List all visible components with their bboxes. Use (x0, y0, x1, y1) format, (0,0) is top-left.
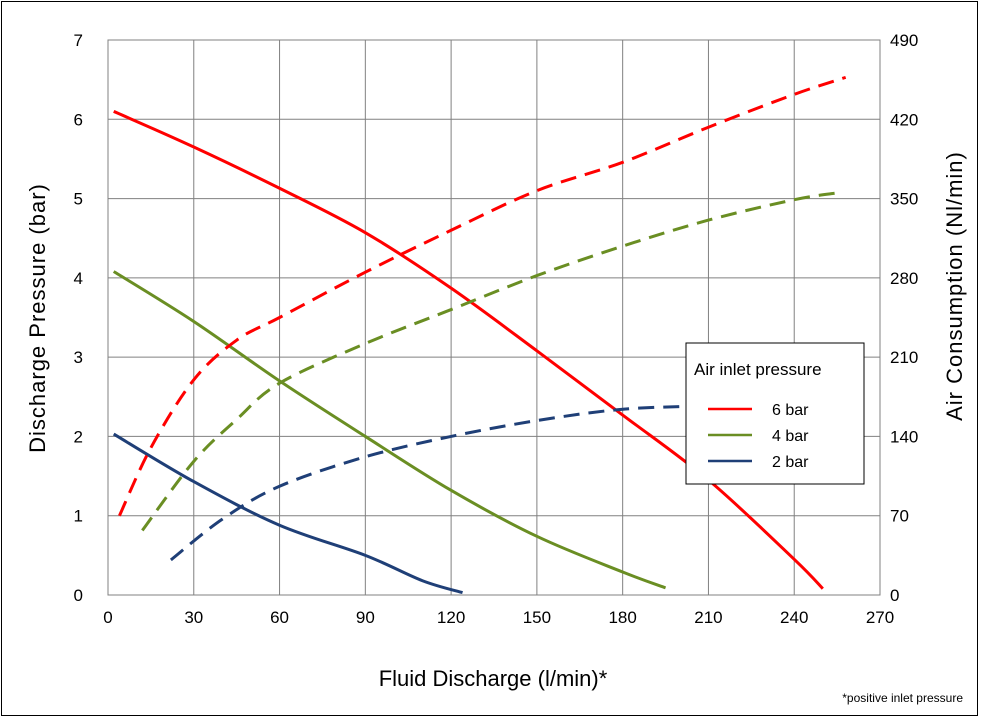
y-right-tick-label: 70 (890, 507, 909, 526)
y-right-tick-label: 490 (890, 31, 918, 50)
y-left-tick-label: 6 (74, 110, 83, 129)
y-left-tick-label: 0 (74, 586, 83, 605)
y-left-tick-label: 2 (74, 427, 83, 446)
plot-area (107, 39, 881, 596)
y-right-tick-label: 420 (890, 110, 918, 129)
y-right-tick-label: 280 (890, 269, 918, 288)
y-left-axis-label: Discharge Pressure (bar) (25, 183, 50, 453)
legend-title: Air inlet pressure (694, 360, 822, 379)
series-line-2-bar-solid (112, 432, 463, 595)
y-left-tick-labels: 0 1 2 3 4 5 6 7 (74, 31, 83, 605)
series-lines (112, 75, 847, 595)
y-right-tick-label: 350 (890, 190, 918, 209)
series-line-4-bar-solid (112, 270, 667, 590)
y-right-tick-label: 210 (890, 348, 918, 367)
y-right-tick-label: 140 (890, 427, 918, 446)
x-tick-label: 120 (437, 608, 465, 627)
x-tick-label: 240 (780, 608, 808, 627)
y-left-tick-label: 5 (74, 190, 83, 209)
y-right-tick-label: 0 (890, 586, 899, 605)
y-left-tick-label: 7 (74, 31, 83, 50)
x-tick-label: 210 (694, 608, 722, 627)
y-right-axis-label: Air Consumption (Nl/min) (942, 151, 967, 421)
y-left-tick-label: 4 (74, 269, 83, 288)
x-tick-label: 30 (184, 608, 203, 627)
series-line-6-bar-dashed (118, 75, 847, 517)
x-tick-label: 270 (866, 608, 894, 627)
legend: Air inlet pressure 6 bar 4 bar 2 bar (685, 342, 865, 485)
footnote: *positive inlet pressure (842, 691, 963, 705)
x-tick-label: 0 (103, 608, 112, 627)
x-tick-labels: 0 30 60 90 120 150 180 210 240 270 (103, 608, 894, 627)
series-line-6-bar-solid (113, 109, 824, 590)
x-tick-label: 90 (356, 608, 375, 627)
legend-label: 2 bar (772, 454, 809, 471)
series-line-4-bar-dashed (141, 191, 838, 532)
x-tick-label: 150 (523, 608, 551, 627)
y-left-tick-label: 1 (74, 507, 83, 526)
x-tick-label: 180 (608, 608, 636, 627)
x-tick-label: 60 (270, 608, 289, 627)
y-right-tick-labels: 0 70 140 210 280 350 420 490 (890, 31, 918, 605)
y-left-tick-label: 3 (74, 348, 83, 367)
x-axis-label: Fluid Discharge (l/min)* (379, 666, 608, 691)
series-line-2-bar-dashed (169, 404, 709, 562)
legend-label: 4 bar (772, 428, 809, 445)
legend-label: 6 bar (772, 402, 809, 419)
